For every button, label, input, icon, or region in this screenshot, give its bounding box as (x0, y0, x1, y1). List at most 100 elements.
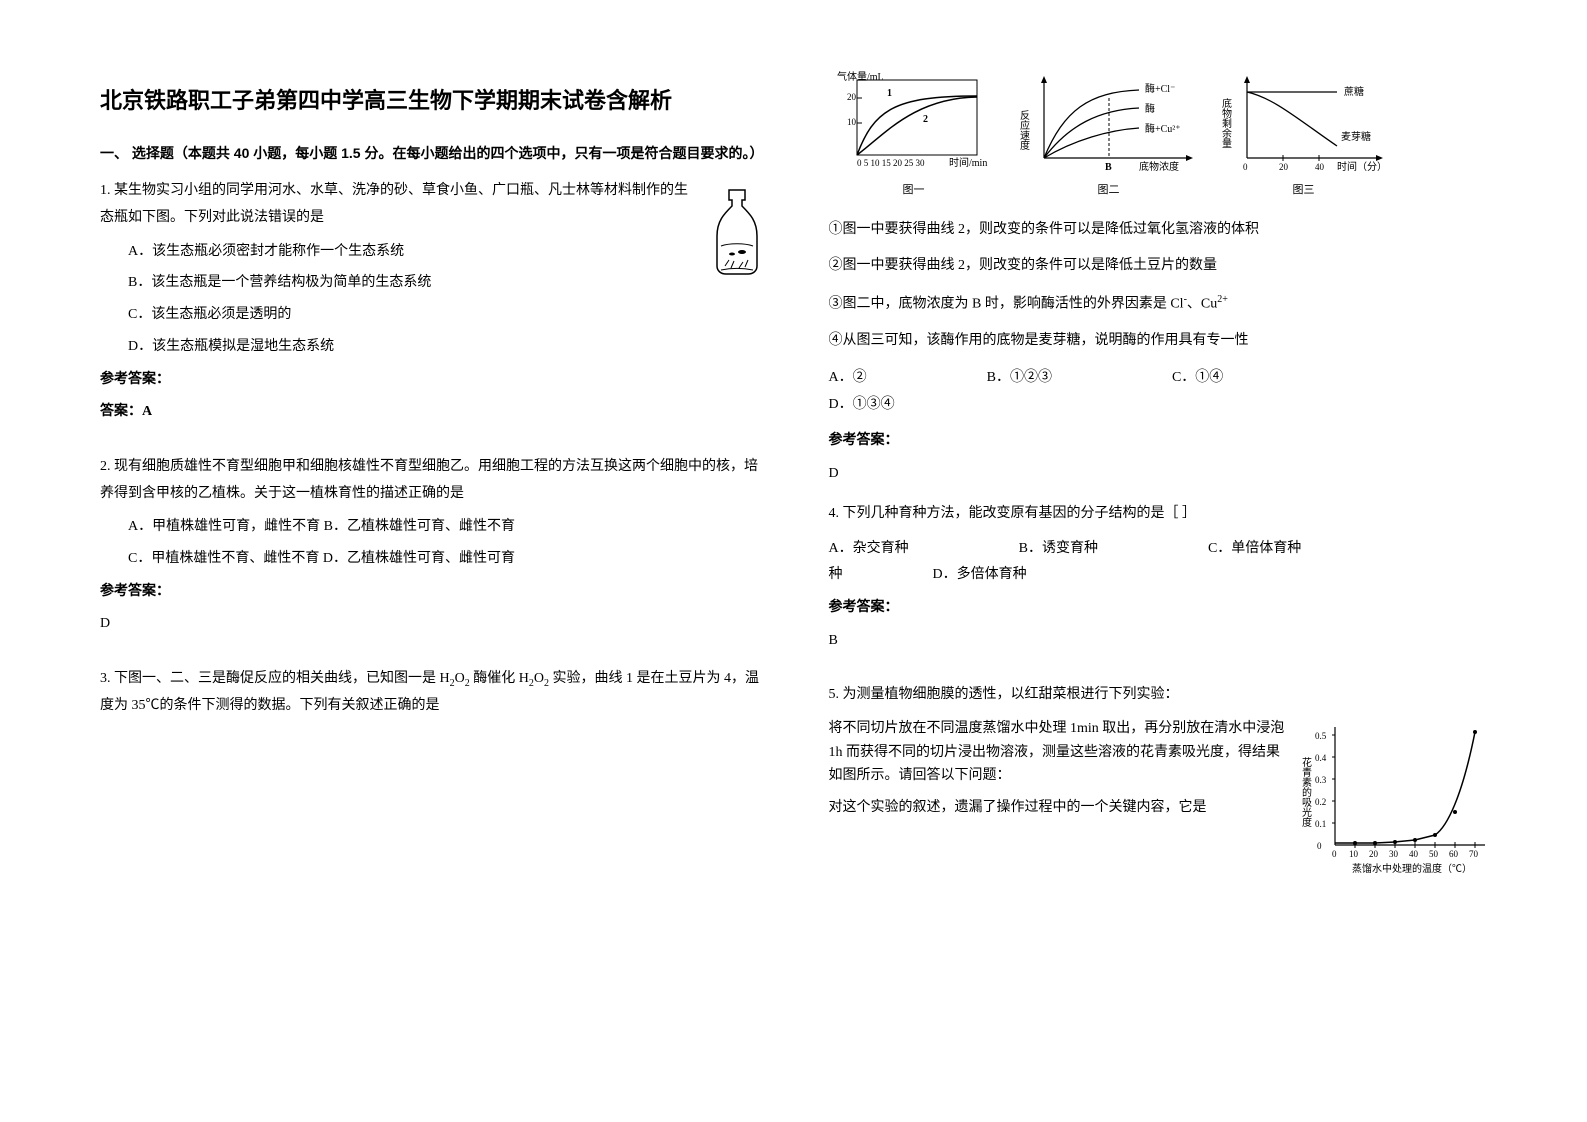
q5-yt3: 0.3 (1315, 775, 1327, 785)
bottle-figure (709, 188, 769, 278)
chart-fig2: 反应速度 酶+Cl⁻ 酶 酶+Cu²⁺ B 底物浓度 (1019, 70, 1199, 180)
q5-xt0: 0 (1332, 849, 1337, 859)
q3-sub3-b: 、Cu (1187, 297, 1217, 312)
q3-stem: 3. 下图一、二、三是酶促反应的相关曲线，已知图一是 H2O2 酶催化 H2O2… (100, 666, 769, 719)
bottle-icon (709, 188, 765, 276)
q5-xt40: 40 (1409, 849, 1419, 859)
fig3-label1: 蔗糖 (1344, 85, 1364, 98)
q5-stem1: 5. 为测量植物细胞膜的透性，以红甜菜根进行下列实验： (829, 682, 1498, 709)
question-2: 2. 现有细胞质雄性不育型细胞甲和细胞核雄性不育型细胞乙。用细胞工程的方法互换这… (100, 454, 769, 652)
q3-option-c: C．①④ (1172, 365, 1223, 392)
fig3-xlabel: 时间（分） (1337, 160, 1387, 173)
fig2-caption: 图二 (1019, 180, 1199, 201)
q3-answer-label: 参考答案： (829, 428, 1498, 455)
q4-stem: 4. 下列几种育种方法，能改变原有基因的分子结构的是［ ］ (829, 501, 1498, 528)
chart-fig3: 底物剩余量 蔗糖 麦芽糖 0 20 40 时间（分） (1219, 70, 1389, 180)
q5-xt50: 50 (1429, 849, 1439, 859)
fig3-caption: 图三 (1219, 180, 1389, 201)
q3-figure-2: 反应速度 酶+Cl⁻ 酶 酶+Cu²⁺ B 底物浓度 图二 (1019, 70, 1199, 201)
fig2-mark-b: B (1105, 162, 1112, 173)
left-column: 北京铁路职工子弟第四中学高三生物下学期期末试卷含解析 一、 选择题（本题共 40… (100, 80, 769, 1082)
q4-option-d: D．多倍体育种 (933, 567, 1027, 582)
fig2-label2: 酶 (1145, 102, 1155, 115)
q1-option-d: D．该生态瓶模拟是湿地生态系统 (128, 335, 769, 359)
q3-sub1: ①图一中要获得曲线 2，则改变的条件可以是降低过氧化氢溶液的体积 (829, 217, 1498, 244)
fig1-ytick-10: 10 (847, 117, 857, 127)
fig1-xlabel: 时间/min (949, 156, 987, 169)
q5-xt10: 10 (1349, 849, 1359, 859)
q5-xt60: 60 (1449, 849, 1459, 859)
q4-answer: B (829, 628, 1498, 655)
fig1-curve1-label: 1 (887, 88, 892, 99)
q3-sub3: ③图二中，底物浓度为 B 时，影响酶活性的外界因素是 Cl-、Cu2+ (829, 290, 1498, 318)
chart-fig1: 气体量/mL 20 10 1 2 0 5 10 15 20 25 30 时间/m… (829, 70, 999, 180)
q3-stem-part4: O (534, 671, 544, 686)
q2-options-row1: A．甲植株雄性可育，雌性不育 B．乙植株雄性可育、雌性不育 (128, 515, 769, 539)
q3-option-a: A．② (829, 365, 867, 392)
q1-answer-label: 参考答案： (100, 367, 769, 394)
q5-xt70: 70 (1469, 849, 1479, 859)
fig1-xticks: 0 5 10 15 20 25 30 (857, 158, 925, 168)
q4-options: A．杂交育种 B．诱变育种 C．单倍体育种 种D．多倍体育种 (829, 536, 1498, 589)
q5-figure: 花青素的吸光度 0 0.1 0.2 0.3 0.4 0.5 0 10 20 30… (1297, 717, 1497, 877)
q5-xt30: 30 (1389, 849, 1399, 859)
q3-option-d: D．①③④ (829, 392, 1498, 419)
q1-option-a: A．该生态瓶必须密封才能称作一个生态系统 (128, 240, 769, 264)
fig3-label2: 麦芽糖 (1341, 130, 1371, 143)
q3-stem-part3: 酶催化 H (470, 671, 529, 686)
q3-sub4: ④从图三可知，该酶作用的底物是麦芽糖，说明酶的作用具有专一性 (829, 328, 1498, 355)
q5-xt20: 20 (1369, 849, 1379, 859)
question-4: 4. 下列几种育种方法，能改变原有基因的分子结构的是［ ］ A．杂交育种 B．诱… (829, 501, 1498, 668)
q5-yt5: 0.5 (1315, 731, 1327, 741)
q3-figure-3: 底物剩余量 蔗糖 麦芽糖 0 20 40 时间（分） 图三 (1219, 70, 1389, 201)
fig1-ytick-20: 20 (847, 92, 857, 102)
fig3-xt40: 40 (1315, 162, 1325, 172)
q5-yt2: 0.2 (1315, 797, 1326, 807)
q3-option-b: B．①②③ (987, 365, 1052, 392)
q5-xlabel: 蒸馏水中处理的温度（℃） (1352, 862, 1472, 875)
q3-figures: 气体量/mL 20 10 1 2 0 5 10 15 20 25 30 时间/m… (829, 70, 1498, 201)
fig2-label3: 酶+Cu²⁺ (1145, 122, 1181, 135)
q2-answer: D (100, 611, 769, 638)
fig2-ylabel: 反应速度 (1019, 110, 1030, 151)
fig3-ylabel: 底物剩余量 (1219, 97, 1231, 148)
q1-option-b: B．该生态瓶是一个营养结构极为简单的生态系统 (128, 271, 769, 295)
q3-stem-part1: 3. 下图一、二、三是酶促反应的相关曲线，已知图一是 H (100, 671, 450, 686)
fig2-xlabel: 底物浓度 (1139, 160, 1179, 173)
q4-option-c: C．单倍体育种 (1208, 536, 1301, 563)
q1-answer: 答案：A (100, 399, 769, 426)
question-3-stem: 3. 下图一、二、三是酶促反应的相关曲线，已知图一是 H2O2 酶催化 H2O2… (100, 666, 769, 727)
q4-option-b: B．诱变育种 (1019, 536, 1098, 563)
q5-yt0: 0 (1317, 841, 1322, 851)
q1-stem: 1. 某生物实习小组的同学用河水、水草、洗净的砂、草食小鱼、广口瓶、凡士林等材料… (100, 178, 769, 231)
chart-q5: 花青素的吸光度 0 0.1 0.2 0.3 0.4 0.5 0 10 20 30… (1297, 717, 1497, 877)
q4-answer-label: 参考答案： (829, 595, 1498, 622)
q5-yt4: 0.4 (1315, 753, 1327, 763)
q1-option-c: C．该生态瓶必须是透明的 (128, 303, 769, 327)
fig1-caption: 图一 (829, 180, 999, 201)
fig2-label1: 酶+Cl⁻ (1145, 82, 1175, 95)
fig1-ylabel: 气体量/mL (837, 70, 884, 83)
q4-option-a: A．杂交育种 (829, 536, 909, 563)
fig3-xt0: 0 (1243, 162, 1248, 172)
fig1-curve2-label: 2 (923, 114, 928, 125)
q3-stem-part2: O (455, 671, 465, 686)
q3-figure-1: 气体量/mL 20 10 1 2 0 5 10 15 20 25 30 时间/m… (829, 70, 999, 201)
page-title: 北京铁路职工子弟第四中学高三生物下学期期末试卷含解析 (100, 80, 769, 122)
q3-sub2: ②图一中要获得曲线 2，则改变的条件可以是降低土豆片的数量 (829, 253, 1498, 280)
q2-options-row2: C．甲植株雄性不育、雌性不育 D．乙植株雄性可育、雌性可育 (128, 547, 769, 571)
right-column: 气体量/mL 20 10 1 2 0 5 10 15 20 25 30 时间/m… (829, 80, 1498, 1082)
q5-ylabel: 花青素的吸光度 (1300, 756, 1312, 828)
q3-options-row1: A．② B．①②③ C．①④ (829, 365, 1498, 392)
fig3-xt20: 20 (1279, 162, 1289, 172)
question-1: 1. 某生物实习小组的同学用河水、水草、洗净的砂、草食小鱼、广口瓶、凡士林等材料… (100, 178, 769, 440)
q5-yt1: 0.1 (1315, 819, 1326, 829)
section-1-header: 一、 选择题（本题共 40 小题，每小题 1.5 分。在每小题给出的四个选项中，… (100, 140, 769, 167)
question-5: 5. 为测量植物细胞膜的透性，以红甜菜根进行下列实验： 花青素的吸光度 0 0.… (829, 682, 1498, 877)
q2-answer-label: 参考答案： (100, 579, 769, 606)
q3-answer: D (829, 461, 1498, 488)
q3-sub3-a: ③图二中，底物浓度为 B 时，影响酶活性的外界因素是 Cl (829, 297, 1184, 312)
q2-options: A．甲植株雄性可育，雌性不育 B．乙植株雄性可育、雌性不育 C．甲植株雄性不育、… (100, 515, 769, 571)
q1-options: A．该生态瓶必须密封才能称作一个生态系统 B．该生态瓶是一个营养结构极为简单的生… (100, 240, 769, 359)
q2-stem: 2. 现有细胞质雄性不育型细胞甲和细胞核雄性不育型细胞乙。用细胞工程的方法互换这… (100, 454, 769, 507)
